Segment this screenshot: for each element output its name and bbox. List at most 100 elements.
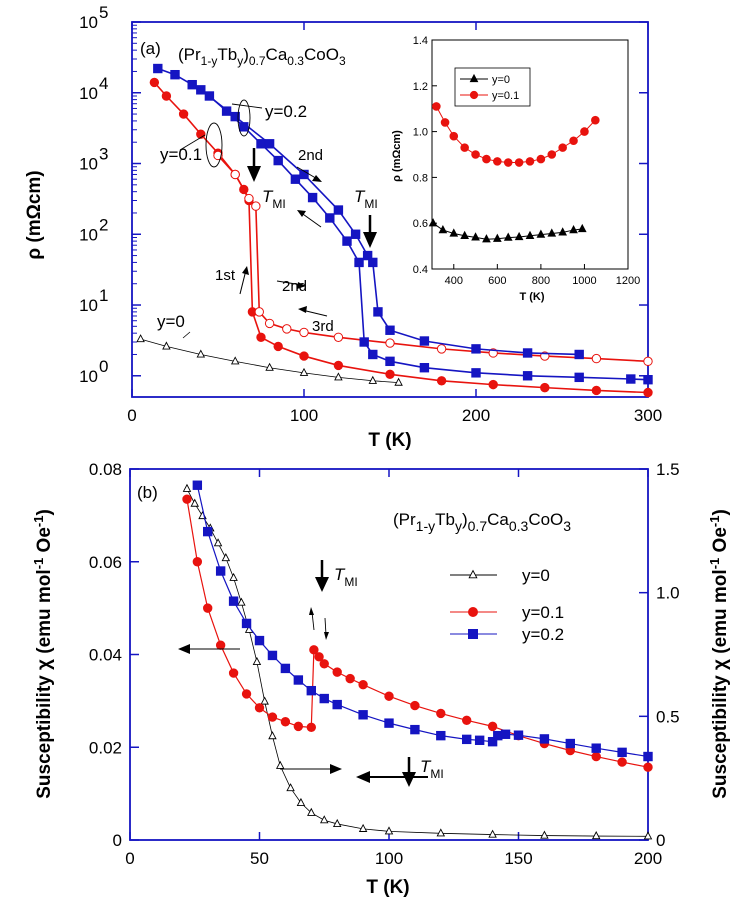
y-tick-exp-a: 3: [99, 145, 108, 164]
inset-y-tick-label: 0.8: [413, 172, 428, 184]
data-point-a: [643, 387, 653, 398]
data-point-a: [368, 257, 378, 268]
data-point-b: [539, 734, 550, 744]
data-point-b: [293, 721, 304, 732]
y-tick-exp-a: 5: [99, 3, 108, 22]
data-point-a: [196, 85, 206, 95]
data-point-a: [325, 213, 335, 223]
y-tick-label-b-left: 0.08: [89, 460, 122, 479]
annotation-tmi-a2: TMI: [354, 187, 378, 211]
y-tick-label-b-left: 0.06: [89, 553, 122, 572]
data-point-b: [320, 815, 329, 824]
data-point-b: [280, 663, 291, 674]
data-point-a: [230, 111, 240, 122]
data-point-b: [436, 708, 446, 719]
data-point-a: [290, 174, 301, 184]
data-point-b: [203, 526, 213, 537]
y-tick-label-b-left: 0.04: [89, 646, 122, 665]
data-point-b: [203, 603, 213, 613]
legend-label-b: y=0.1: [522, 603, 564, 622]
x-tick-label-b: 100: [375, 849, 403, 868]
data-point-a: [230, 356, 240, 365]
annotation-y01: y=0.1: [160, 145, 202, 164]
data-point-b: [591, 743, 601, 753]
inset-data-point: [558, 143, 567, 152]
panel-a-ylabel: ρ (mΩcm): [24, 170, 45, 259]
data-point-b: [436, 828, 446, 837]
legend-marker-b: [468, 607, 478, 617]
inset-data-point: [503, 232, 513, 241]
data-point-a: [574, 372, 584, 383]
x-tick-label-b: 200: [634, 849, 662, 868]
inset-legend-label: y=0.1: [492, 90, 519, 102]
inset-xlabel: T (K): [519, 291, 544, 303]
inset-legend-label: y=0: [492, 74, 510, 86]
data-point-b: [332, 818, 342, 827]
data-point-a: [244, 193, 254, 204]
data-point-b: [617, 747, 627, 758]
data-point-b: [384, 718, 394, 728]
legend-label-b: y=0.2: [522, 625, 564, 644]
y-tick-label-a: 10: [79, 13, 98, 32]
data-point-a: [265, 362, 274, 371]
data-point-b: [182, 494, 192, 504]
inset-data-point: [536, 154, 546, 164]
data-point-a: [334, 372, 343, 381]
data-point-a: [333, 360, 344, 371]
inset-legend-box: [454, 67, 531, 107]
data-point-b: [643, 831, 653, 840]
data-point-b: [540, 830, 549, 839]
inset-legend-marker: [469, 73, 479, 83]
inset-x-tick-label: 600: [488, 275, 506, 287]
data-point-a: [350, 229, 361, 239]
data-point-b: [487, 736, 498, 747]
inset-data-point: [525, 230, 535, 239]
data-point-a: [162, 341, 171, 350]
x-tick-label-a: 0: [127, 406, 136, 425]
inset-data-point: [460, 230, 470, 239]
annotation-tmi-a1: TMI: [262, 187, 286, 211]
data-point-a: [643, 356, 653, 367]
data-point-a: [333, 205, 344, 215]
data-point-a: [299, 351, 309, 361]
data-point-a: [419, 336, 430, 346]
data-point-a: [354, 257, 364, 268]
panel-a-formula: (Pr1-yTby)0.7Ca0.3CoO3: [178, 45, 346, 68]
data-point-a: [251, 201, 261, 211]
data-point-a: [385, 338, 395, 348]
panel-a-arrows: [182, 148, 377, 339]
data-point-a: [591, 353, 602, 364]
data-point-a: [178, 109, 189, 119]
data-point-a: [522, 348, 533, 358]
data-point-b: [358, 679, 368, 690]
y-tick-exp-a: 4: [99, 74, 108, 93]
data-point-a: [273, 155, 283, 166]
data-point-a: [540, 382, 550, 393]
inset-data-point: [569, 136, 578, 146]
data-point-b: [643, 762, 653, 772]
annotation-y0: y=0: [157, 312, 185, 331]
data-point-a: [254, 307, 264, 317]
y-tick-label-b-right: 1.0: [656, 584, 680, 603]
annotation-tmi-b2: TMI: [420, 757, 444, 781]
data-point-b: [228, 596, 239, 606]
data-point-b: [319, 659, 329, 669]
data-point-b: [332, 667, 342, 677]
inset-ylabel: ρ (mΩcm): [391, 130, 403, 182]
inset-plot: 400 600 800 1000 1200 0.4 0.6 0.8 1.0 1.2 1.4 y=0 y…: [391, 35, 640, 303]
data-point-b: [358, 823, 368, 832]
data-point-a: [626, 374, 636, 384]
data-point-b: [229, 572, 238, 581]
panel-b: 0 50 100 150 20000.020.040.060.0800.51.01.5 …: [31, 460, 731, 898]
inset-x-tick-label: 1000: [572, 275, 596, 287]
data-point-a: [471, 368, 481, 378]
panel-b-ylabel-left: Susceptibility χ (emu mol-1 Oe-1): [31, 509, 55, 799]
data-point-a: [591, 385, 602, 396]
inset-data-point: [471, 150, 480, 159]
y-tick-label-b-right: 1.5: [656, 460, 680, 479]
data-point-a: [153, 63, 163, 74]
data-point-a: [161, 91, 172, 101]
panel-b-arrows: [178, 560, 428, 787]
data-point-b: [319, 693, 329, 704]
